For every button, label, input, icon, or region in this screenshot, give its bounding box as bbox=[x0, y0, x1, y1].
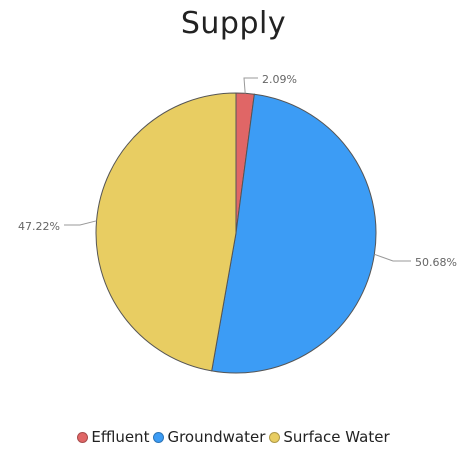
legend-label: Surface Water bbox=[283, 428, 390, 446]
legend-item-groundwater: Groundwater bbox=[153, 428, 265, 446]
data-label: 2.09% bbox=[262, 73, 297, 86]
data-label: 50.68% bbox=[415, 256, 457, 269]
data-label: 47.22% bbox=[18, 220, 60, 233]
pie-slice-groundwater bbox=[211, 93, 377, 374]
legend-item-surface-water: Surface Water bbox=[269, 428, 390, 446]
pie-slice-surface-water bbox=[95, 92, 237, 372]
leader-line bbox=[374, 253, 411, 262]
legend-swatch bbox=[77, 431, 89, 443]
leader-line bbox=[64, 220, 97, 226]
legend-swatch bbox=[269, 431, 281, 443]
chart-title: Supply bbox=[180, 6, 287, 41]
legend-label: Effluent bbox=[91, 428, 150, 446]
chart-legend: Effluent Groundwater Surface Water bbox=[0, 428, 467, 446]
legend-swatch bbox=[153, 431, 165, 443]
legend-item-effluent: Effluent bbox=[77, 428, 149, 446]
legend-label: Groundwater bbox=[167, 428, 266, 446]
leader-line bbox=[243, 77, 258, 94]
